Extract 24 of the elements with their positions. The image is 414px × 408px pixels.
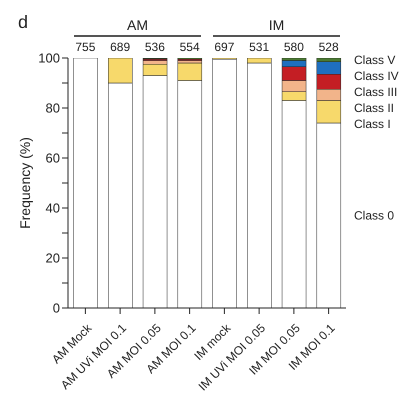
annotation: 580 <box>284 40 304 54</box>
series-label: Class I <box>354 116 391 131</box>
series-label: Class IV <box>354 68 399 83</box>
annotation: 697 <box>214 40 235 54</box>
annotation: 528 <box>318 40 339 54</box>
series-label: Class 0 <box>354 208 394 222</box>
y-tick-label: 40 <box>46 200 60 216</box>
y-tick-label: 20 <box>46 250 60 266</box>
y-axis-title: Frequency (%) <box>17 137 33 229</box>
series-label: Class III <box>354 84 398 99</box>
y-tick-label: 80 <box>46 100 60 116</box>
annotation: 689 <box>110 40 130 54</box>
y-tick-label: 60 <box>46 150 60 166</box>
text: AM <box>127 17 148 33</box>
y-tick-label: 0 <box>52 300 60 316</box>
annotation: 554 <box>180 40 200 54</box>
annotation: 531 <box>249 40 270 54</box>
y-tick-label: 100 <box>38 50 60 66</box>
annotation: 536 <box>144 40 166 54</box>
series-label: Class II <box>354 100 394 115</box>
text: IM <box>268 17 284 33</box>
annotation: 755 <box>75 40 96 54</box>
chart-title: d <box>18 12 28 32</box>
series-label: Class V <box>354 52 396 67</box>
